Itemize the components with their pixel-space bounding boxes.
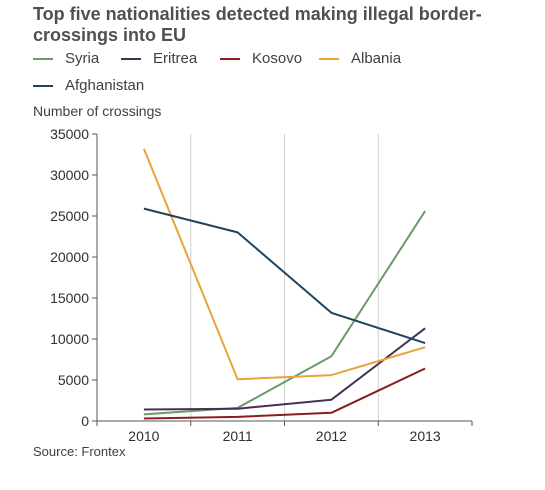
legend-item-kosovo: Kosovo xyxy=(220,50,302,67)
legend-item-afghanistan: Afghanistan xyxy=(33,77,144,94)
legend-item-syria: Syria xyxy=(33,50,99,67)
y-axis-label: Number of crossings xyxy=(33,103,162,119)
y-tick-label-1: 5000 xyxy=(58,372,89,388)
x-tick-label-2011: 2011 xyxy=(223,428,253,444)
source-note: Source: Frontex xyxy=(33,444,126,459)
chart-title: Top five nationalities detected making i… xyxy=(33,4,482,45)
legend-label-eritrea: Eritrea xyxy=(153,50,198,67)
x-tick-label-2010: 2010 xyxy=(128,428,159,444)
series-line-afghanistan xyxy=(143,207,426,345)
legend-label-kosovo: Kosovo xyxy=(252,50,303,67)
series-line-syria xyxy=(143,210,426,416)
y-tick-label-2: 10000 xyxy=(50,331,89,347)
legend-swatch-kosovo xyxy=(220,57,240,60)
legend-item-albania: Albania xyxy=(319,50,401,67)
y-tick-label-4: 20000 xyxy=(50,249,89,265)
legend-swatch-afghanistan xyxy=(33,84,53,87)
legend-label-syria: Syria xyxy=(65,50,100,67)
x-tick-label-2012: 2012 xyxy=(316,428,347,444)
legend-swatch-eritrea xyxy=(121,57,141,60)
y-tick-label-5: 25000 xyxy=(50,208,89,224)
y-tick-label-0: 0 xyxy=(81,413,89,429)
series-line-eritrea xyxy=(143,327,426,411)
series-line-kosovo xyxy=(143,367,426,420)
series-line-albania xyxy=(142,148,426,381)
legend-label-albania: Albania xyxy=(351,50,402,67)
y-tick-label-3: 15000 xyxy=(50,290,89,306)
legend-swatch-albania xyxy=(319,57,339,60)
legend-swatch-syria xyxy=(33,57,53,60)
x-tick-label-2013: 2013 xyxy=(410,428,441,444)
legend-item-eritrea: Eritrea xyxy=(121,50,197,67)
legend-label-afghanistan: Afghanistan xyxy=(65,77,145,94)
y-tick-label-7: 35000 xyxy=(50,126,89,142)
y-tick-label-6: 30000 xyxy=(50,167,89,183)
